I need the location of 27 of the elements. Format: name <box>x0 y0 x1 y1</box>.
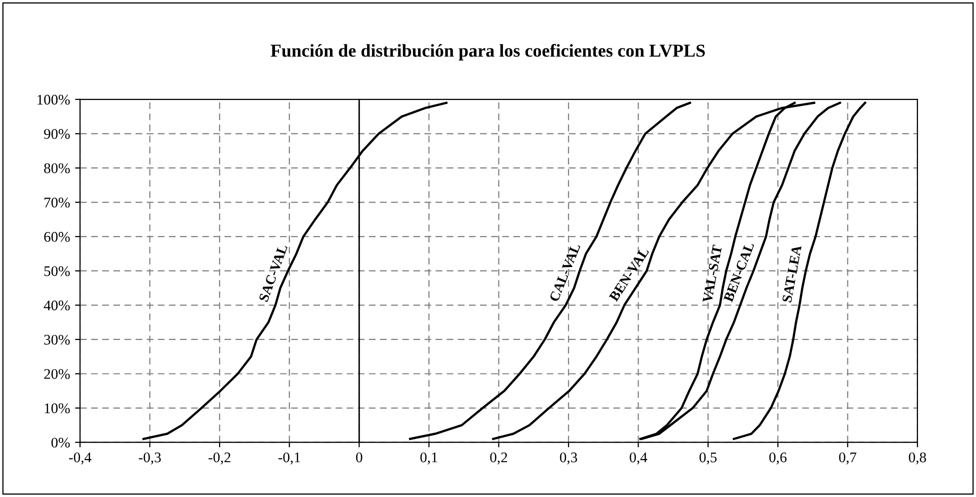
x-tick-label: 0,3 <box>560 452 578 464</box>
x-tick-label: 0 <box>356 452 362 462</box>
x-tick-label: 0,8 <box>908 452 926 464</box>
x-tick-label: -0,3 <box>138 452 161 464</box>
y-tick-label: 60% <box>44 232 70 242</box>
y-tick-label: 70% <box>44 198 70 208</box>
text: SAT-LEA <box>782 244 802 303</box>
x-tick-label: 0,2 <box>490 452 508 464</box>
y-tick-label: 0% <box>51 438 70 448</box>
y-tick-label: 40% <box>44 300 70 310</box>
y-tick-label: 20% <box>44 369 70 379</box>
x-tick-label: -0,4 <box>69 452 92 464</box>
x-tick-label: 0,1 <box>420 452 438 464</box>
y-tick-label: 30% <box>44 334 70 345</box>
y-tick-label: 80% <box>44 163 70 174</box>
x-tick-label: 0,6 <box>769 452 787 464</box>
chart-title: Función de distribución para los coeficientes con LVPLS <box>270 44 705 60</box>
y-tick-label: 50% <box>44 266 70 276</box>
x-tick-label: 0,7 <box>839 452 856 464</box>
y-tick-label: 10% <box>44 403 70 414</box>
x-tick-label: 0,4 <box>630 452 648 464</box>
y-tick-label: 100% <box>38 94 70 105</box>
text: VAL-SAT <box>702 244 722 304</box>
y-tick-label: 90% <box>44 129 70 139</box>
x-tick-label: -0,2 <box>208 452 230 464</box>
x-tick-label: 0,5 <box>700 452 717 464</box>
x-tick-label: -0,1 <box>278 452 300 464</box>
